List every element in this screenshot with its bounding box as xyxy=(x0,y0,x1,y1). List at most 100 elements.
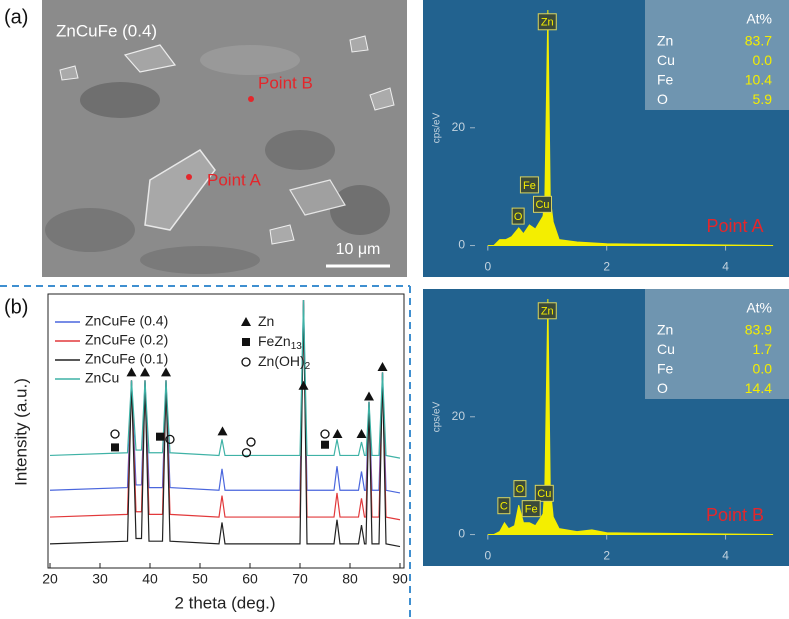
y-tick-label: 0 xyxy=(458,238,465,252)
y-tick-label: 20 xyxy=(452,409,466,423)
y-axis-label: Intensity (a.u.) xyxy=(11,378,30,486)
phase-marker xyxy=(111,443,119,452)
phase-marker xyxy=(165,434,175,445)
peak-label-box xyxy=(537,13,557,31)
sem-feature xyxy=(45,208,135,252)
phase-marker xyxy=(377,362,388,371)
phase-marker xyxy=(356,429,367,438)
x-tick-label: 0 xyxy=(484,260,491,274)
eds-chart: 0 20 0 2 4 cps/eV Zn Fe O Cu At% Zn 83.7 Cu 0.0 Fe 10.4 O… xyxy=(423,0,789,277)
table-value: 5.9 xyxy=(753,91,773,107)
phase-marker xyxy=(161,367,171,377)
peak-label-box xyxy=(511,207,525,225)
phase-marker xyxy=(140,367,150,377)
legend-label: ZnCuFe (0.1) xyxy=(85,351,168,367)
x-tick-label: 70 xyxy=(292,571,308,587)
point-label: Point A xyxy=(207,170,262,189)
table-element: O xyxy=(657,91,668,107)
table-header: At% xyxy=(746,11,772,27)
x-tick-label: 60 xyxy=(242,571,258,587)
panel-label: (b) xyxy=(4,296,28,318)
point-label: Point B xyxy=(706,505,764,525)
peak-label: O xyxy=(516,484,525,496)
phase-legend-symbol xyxy=(242,338,250,346)
phase-legend-symbol xyxy=(241,317,251,326)
table-value: 83.7 xyxy=(745,33,772,49)
phase-marker xyxy=(156,432,164,441)
peak-label-box xyxy=(521,500,541,518)
peak-label-box xyxy=(537,302,557,320)
table-value: 0.0 xyxy=(753,52,773,68)
table-element: O xyxy=(657,380,668,396)
x-tick-label: 90 xyxy=(392,571,408,587)
phase-legend-label: FeZn13 xyxy=(258,333,302,352)
phase-legend-subscript: 13 xyxy=(291,341,303,352)
peak-label-box xyxy=(497,497,511,515)
peak-label: Cu xyxy=(535,199,549,211)
y-axis-label: cps/eV xyxy=(432,112,443,143)
sem-flake xyxy=(269,224,295,245)
x-tick-label: 80 xyxy=(342,571,358,587)
peak-label-box xyxy=(513,480,527,498)
point-marker xyxy=(248,96,254,102)
x-tick-label: 2 xyxy=(603,260,610,274)
sem-feature xyxy=(265,130,335,170)
peak-label: Cu xyxy=(537,488,551,500)
eds-chart: 0 20 0 2 4 cps/eV Zn O Cu Fe C At% Zn 83.9 Cu 1.7 Fe 0.0 O… xyxy=(423,289,789,566)
y-tick-label: 20 xyxy=(452,120,466,134)
series-line xyxy=(49,299,401,459)
phase-marker xyxy=(321,440,329,449)
table-value: 10.4 xyxy=(745,72,772,88)
panel-label: (a) xyxy=(4,6,28,28)
phase-legend-subscript: 2 xyxy=(305,361,311,372)
point-label: Point B xyxy=(258,73,313,92)
table-element: Cu xyxy=(657,52,675,68)
sem-feature xyxy=(140,246,260,274)
legend-label: ZnCu xyxy=(85,370,119,386)
phase-legend-text: Zn xyxy=(258,313,274,329)
sem-title: ZnCuFe (0.4) xyxy=(56,21,157,40)
x-tick-label: 4 xyxy=(722,260,729,274)
table-element: Cu xyxy=(657,341,675,357)
phase-legend-label: Zn xyxy=(258,313,274,329)
peak-label-box xyxy=(533,195,553,213)
table-element: Fe xyxy=(657,72,674,88)
peak-label: Fe xyxy=(523,180,536,192)
phase-marker xyxy=(126,367,137,377)
peak-label: C xyxy=(500,501,508,513)
x-tick-label: 20 xyxy=(42,571,58,587)
sem-feature xyxy=(330,185,390,235)
scale-bar-label: 10 μm xyxy=(336,241,381,258)
series-line xyxy=(49,299,401,494)
table-value: 14.4 xyxy=(745,380,772,396)
table-element: Zn xyxy=(657,322,673,338)
x-tick-label: 0 xyxy=(484,549,491,563)
phase-legend-text: Zn(OH) xyxy=(258,353,305,369)
sem-flake xyxy=(59,65,79,81)
table-value: 83.9 xyxy=(745,322,772,338)
phase-marker xyxy=(332,429,343,438)
phase-marker xyxy=(320,429,330,439)
point-label: Point A xyxy=(706,216,763,236)
y-tick-label: 0 xyxy=(458,527,465,541)
point-marker xyxy=(186,174,192,180)
peak-label: O xyxy=(514,211,523,223)
table-header: At% xyxy=(746,300,772,316)
phase-legend-label: Zn(OH)2 xyxy=(258,353,311,372)
table-value: 0.0 xyxy=(753,361,773,377)
phase-marker xyxy=(217,426,228,436)
sem-feature xyxy=(80,82,160,118)
sem-flake xyxy=(289,179,346,216)
peak-label: Zn xyxy=(541,17,554,29)
legend-label: ZnCuFe (0.4) xyxy=(85,313,168,329)
x-axis-label: 2 theta (deg.) xyxy=(174,593,275,612)
peak-label: Fe xyxy=(525,504,538,516)
sem-flake xyxy=(123,44,177,73)
y-axis-label: cps/eV xyxy=(432,401,443,432)
phase-marker xyxy=(298,380,309,390)
phase-marker xyxy=(241,448,252,458)
x-tick-label: 4 xyxy=(722,549,729,563)
peak-label-box xyxy=(534,484,554,502)
plot-frame xyxy=(47,293,405,569)
